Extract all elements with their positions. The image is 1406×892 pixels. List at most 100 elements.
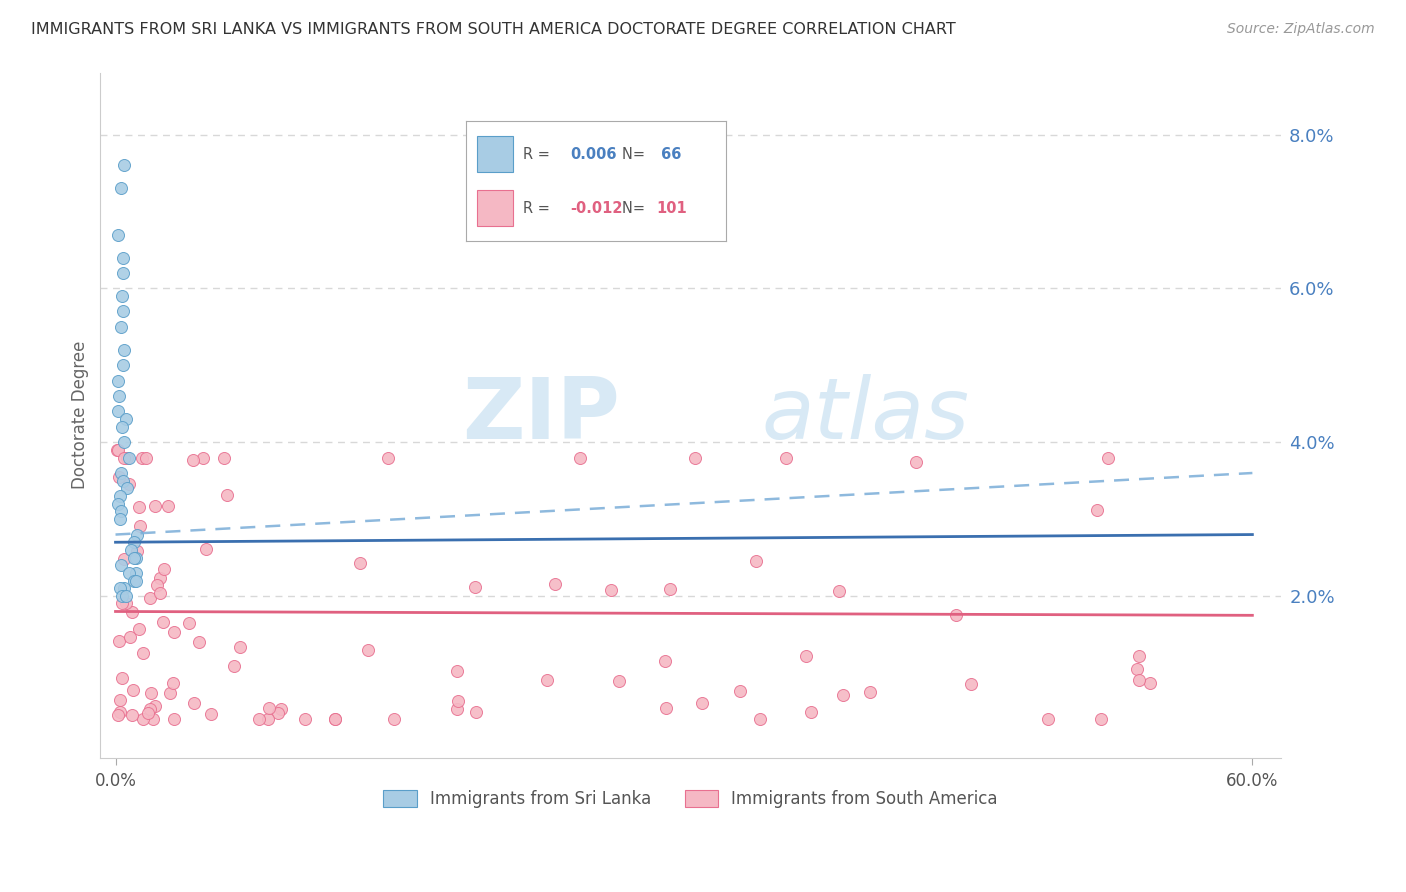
Point [112, 304, 135, 318]
Point [128, 500, 150, 515]
Point [600, 582, 623, 597]
Point [728, 684, 751, 698]
Point [179, 615, 201, 630]
Point [115, 589, 138, 603]
Point [111, 251, 134, 265]
Point [108, 582, 131, 596]
Point [659, 582, 682, 596]
Point [446, 701, 468, 715]
Point [128, 622, 150, 636]
Point [111, 474, 134, 488]
Point [118, 450, 141, 465]
Point [107, 633, 129, 648]
Point [194, 541, 217, 556]
Legend: Immigrants from Sri Lanka, Immigrants from South America: Immigrants from Sri Lanka, Immigrants fr… [377, 783, 1004, 814]
Point [183, 696, 205, 710]
Point [191, 450, 214, 465]
Point [775, 450, 797, 465]
Point [1085, 502, 1108, 516]
Point [143, 699, 166, 714]
Point [110, 466, 132, 480]
Point [122, 682, 145, 697]
Point [217, 488, 239, 502]
Point [107, 442, 129, 457]
Point [115, 596, 138, 610]
Point [108, 512, 131, 526]
Point [181, 453, 204, 467]
Point [142, 712, 165, 726]
Point [111, 589, 134, 603]
Point [146, 577, 169, 591]
Point [110, 181, 132, 195]
Point [655, 701, 678, 715]
Point [107, 707, 129, 722]
Point [163, 625, 186, 640]
Point [323, 712, 346, 726]
Point [107, 497, 129, 511]
Point [464, 580, 486, 594]
Point [110, 489, 132, 503]
Point [122, 535, 145, 549]
Point [256, 712, 278, 726]
Text: IMMIGRANTS FROM SRI LANKA VS IMMIGRANTS FROM SOUTH AMERICA DOCTORATE DEGREE CORR: IMMIGRANTS FROM SRI LANKA VS IMMIGRANTS … [31, 22, 956, 37]
Point [1128, 649, 1150, 664]
Point [125, 527, 148, 541]
Point [247, 712, 270, 726]
Point [382, 712, 405, 726]
Point [325, 712, 347, 726]
Point [447, 694, 470, 708]
Point [121, 605, 143, 619]
Point [112, 450, 135, 465]
Point [156, 499, 179, 513]
Point [692, 696, 714, 710]
Point [1139, 676, 1161, 690]
Point [159, 686, 181, 700]
Point [794, 648, 817, 663]
Point [112, 582, 135, 596]
Point [536, 673, 558, 687]
Point [112, 158, 135, 172]
Point [1090, 712, 1112, 726]
Point [114, 552, 136, 566]
Point [112, 359, 135, 373]
Point [108, 470, 131, 484]
Point [122, 574, 145, 588]
Point [832, 688, 855, 702]
Point [135, 450, 157, 465]
Point [212, 450, 235, 465]
Point [112, 266, 135, 280]
Point [131, 450, 153, 465]
Point [117, 566, 139, 580]
Point [112, 435, 135, 450]
Point [115, 450, 138, 465]
Point [136, 706, 159, 721]
Point [257, 700, 280, 714]
Point [464, 706, 486, 720]
Text: atlas: atlas [762, 374, 969, 457]
Point [120, 543, 142, 558]
Point [267, 706, 290, 720]
Text: ZIP: ZIP [463, 374, 620, 457]
Point [111, 596, 134, 610]
Point [749, 712, 772, 726]
Point [1128, 673, 1150, 687]
Point [118, 477, 141, 491]
Point [108, 693, 131, 707]
Point [859, 684, 882, 698]
Point [125, 574, 148, 588]
Point [110, 504, 132, 518]
Point [744, 554, 766, 568]
Point [446, 664, 468, 678]
Text: Source: ZipAtlas.com: Source: ZipAtlas.com [1227, 22, 1375, 37]
Point [111, 671, 134, 685]
Point [139, 591, 162, 605]
Point [132, 712, 155, 726]
Point [125, 566, 148, 580]
Point [138, 702, 160, 716]
Point [124, 550, 146, 565]
Point [377, 450, 399, 465]
Point [129, 519, 152, 533]
Point [121, 708, 143, 723]
Point [110, 558, 132, 573]
Point [152, 615, 174, 629]
